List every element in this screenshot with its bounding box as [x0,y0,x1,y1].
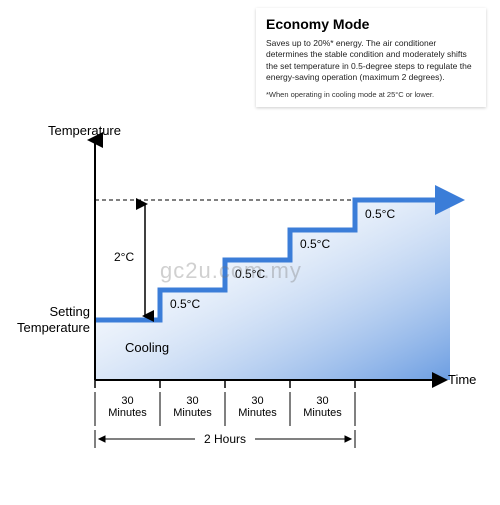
interval-2: 30 Minutes [225,395,290,419]
info-box: Economy Mode Saves up to 20%* energy. Th… [256,8,486,107]
info-footnote: *When operating in cooling mode at 25°C … [266,90,476,99]
setting-temperature-label: Setting Temperature [8,304,90,335]
interval-0: 30 Minutes [95,395,160,419]
y-axis-label: Temperature [48,123,121,138]
step-label-2: 0.5°C [300,237,330,251]
total-duration-label: 2 Hours [95,432,355,446]
range-2c-label: 2°C [114,250,134,264]
interval-3: 30 Minutes [290,395,355,419]
cooling-label: Cooling [125,340,169,355]
step-label-3: 0.5°C [365,207,395,221]
x-axis-label: Time [448,372,476,387]
step-label-0: 0.5°C [170,297,200,311]
info-description: Saves up to 20%* energy. The air conditi… [266,38,476,84]
watermark-text: gc2u.com.my [160,258,302,284]
setting-label-text: Setting Temperature [17,304,90,335]
info-title: Economy Mode [266,16,476,32]
interval-1: 30 Minutes [160,395,225,419]
